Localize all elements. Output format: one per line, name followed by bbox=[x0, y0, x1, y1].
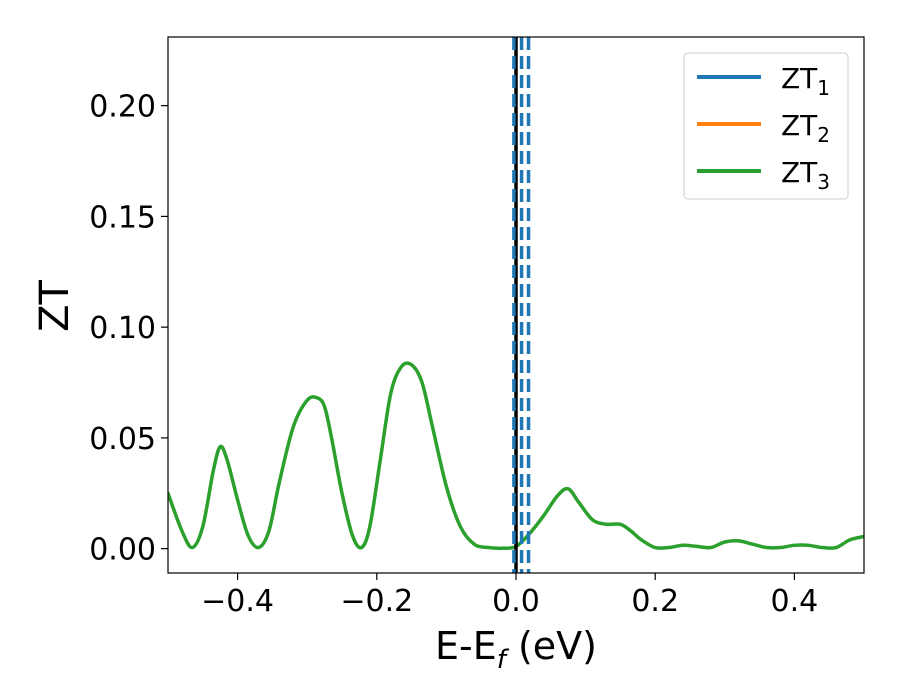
legend-label-2: ZT2 bbox=[781, 109, 830, 147]
y-axis-label: ZT bbox=[32, 280, 78, 332]
series-line-3 bbox=[168, 361, 864, 551]
legend-box bbox=[683, 52, 849, 200]
y-tick-label: 0.20 bbox=[89, 90, 156, 125]
x-axis: −0.4 −0.2 0.0 0.2 0.4 bbox=[201, 573, 818, 619]
x-tick-label: −0.2 bbox=[340, 584, 413, 619]
x-axis-label: E-Ef (eV) bbox=[435, 624, 597, 675]
legend-label-3: ZT3 bbox=[781, 156, 830, 194]
legend-label-1: ZT1 bbox=[781, 62, 830, 100]
y-axis: 0.00 0.05 0.10 0.15 0.20 bbox=[89, 90, 168, 568]
y-tick-label: 0.00 bbox=[89, 533, 156, 568]
x-tick-label: 0.4 bbox=[771, 584, 819, 619]
y-tick-label: 0.05 bbox=[89, 422, 156, 457]
y-tick-label: 0.10 bbox=[89, 311, 156, 346]
x-tick-label: 0.0 bbox=[492, 584, 540, 619]
x-tick-label: −0.4 bbox=[201, 584, 274, 619]
x-tick-label: 0.2 bbox=[631, 584, 679, 619]
y-tick-label: 0.15 bbox=[89, 200, 156, 235]
legend: ZT1 ZT2 ZT3 bbox=[683, 52, 849, 200]
